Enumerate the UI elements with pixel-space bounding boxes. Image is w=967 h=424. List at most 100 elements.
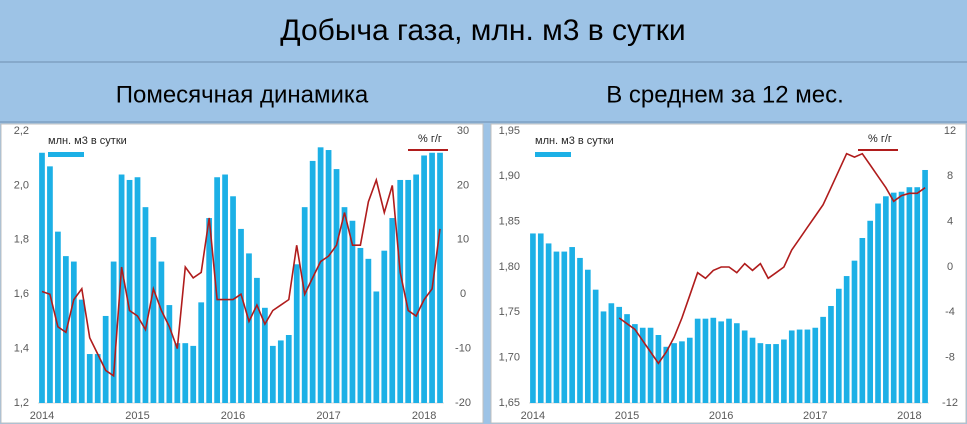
bar [285,335,292,403]
bar [206,218,213,403]
bar [545,243,552,403]
x-tick-label: 2017 [803,410,827,422]
bar [150,237,157,403]
bar [616,306,623,403]
bar [94,354,101,403]
y-tick-label: 1,4 [14,343,29,355]
y-tick-label: 1,85 [499,216,520,228]
bar [325,150,332,403]
bar [47,166,53,403]
y2-tick-label: 8 [947,170,953,182]
bar [788,330,795,403]
bar [781,339,787,403]
bar [102,315,109,403]
bar [914,187,921,403]
bar [718,321,724,403]
bar [757,343,764,403]
bar [632,324,638,403]
bar [686,337,693,403]
y2-tick-label: -10 [455,343,471,355]
bar [828,305,834,403]
x-tick-label: 2018 [897,410,921,422]
bar [238,228,244,403]
bar [796,329,803,403]
bar [600,311,607,403]
bar [890,192,897,403]
y2-tick-label: 12 [944,125,956,137]
y-tick-label: 1,75 [499,306,520,318]
bar [585,269,591,403]
bar [277,340,284,403]
chart-title: Помесячная динамика [116,81,369,108]
y2-tick-label: -20 [455,397,471,409]
y-tick-label: 1,90 [499,170,520,182]
bar [158,261,165,403]
line [41,177,441,378]
x-tick-label: 2015 [125,410,149,422]
chart-title: В среднем за 12 мес. [606,81,844,108]
bar [710,317,717,403]
bar [694,318,701,403]
bar [726,318,732,403]
x-tick-label: 2017 [316,410,340,422]
bar [126,179,133,403]
y-tick-label: 1,65 [499,397,520,409]
y2-tick-label: -4 [945,306,955,318]
bar [182,343,189,403]
bar [78,299,85,403]
bar [110,261,117,403]
legend-label: млн. м3 в сутки [48,135,127,147]
y-tick-label: 2,0 [14,179,29,191]
bar [647,327,654,403]
bar [413,174,420,403]
bar [317,147,324,403]
bar [835,288,842,403]
bar [577,257,583,403]
bar [530,233,536,403]
bar [553,251,560,403]
bar [365,258,372,403]
bar [309,160,316,403]
bar [301,207,308,403]
y2-tick-label: 0 [460,288,466,300]
y-tick-label: 1,70 [499,352,520,364]
bar [190,345,197,403]
x-tick-label: 2018 [412,410,436,422]
bar [118,174,125,403]
bar [293,264,300,403]
bar [702,318,709,403]
bar [671,343,677,403]
y2-tick-label: 30 [457,125,469,137]
bar [851,260,858,403]
bar [222,174,228,403]
bar [592,289,599,403]
page-title: Добыча газа, млн. м3 в сутки [280,14,685,47]
bar [898,191,905,403]
legend-label: млн. м3 в сутки [535,135,614,147]
bar [134,177,141,403]
bar [875,203,881,403]
bar [741,330,748,403]
y-tick-label: 1,2 [14,397,29,409]
bar [341,207,348,403]
bar [262,307,268,403]
bar [381,250,388,403]
bar [349,220,356,403]
legend-swatch [48,152,84,157]
bar [773,344,779,403]
y2-tick-label: 4 [947,216,953,228]
y2-tick-label: -12 [942,397,958,409]
legend-label: % г/г [868,133,892,145]
legend-swatch [535,152,571,157]
y-tick-label: 1,8 [14,234,29,246]
bar [804,329,811,403]
bar [333,169,340,403]
bar [624,314,630,403]
y2-tick-label: 0 [947,261,953,273]
bar [254,277,260,403]
bar [812,327,819,403]
y2-tick-label: 10 [457,234,469,246]
bar [55,231,61,403]
bar [421,155,427,403]
bar [214,177,220,403]
